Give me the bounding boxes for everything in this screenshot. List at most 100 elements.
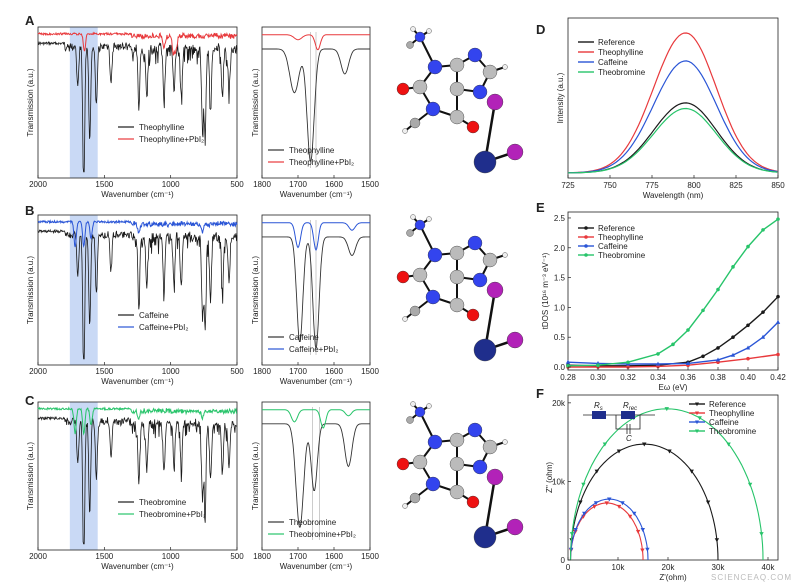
row-c-full-xtick-label: 1500 xyxy=(95,552,113,561)
tdos-point xyxy=(776,294,780,299)
row-b-zoom-series-pure xyxy=(262,236,370,349)
tdos-point xyxy=(776,352,780,357)
nyquist-point xyxy=(714,538,720,543)
row-b-molecule-atom xyxy=(396,270,410,284)
row-a-molecule-atom xyxy=(466,120,480,134)
row-b-molecule-atom xyxy=(449,245,465,261)
pl-frame xyxy=(567,17,779,179)
row-a-molecule-atom xyxy=(506,143,524,161)
row-c-zoom-series-pure xyxy=(262,423,370,528)
row-a-zoom-xtick-label: 1600 xyxy=(325,180,343,189)
tdos-point xyxy=(730,352,736,357)
row-b-molecule-atom xyxy=(402,316,408,322)
circuit-resistor-rs xyxy=(592,411,606,419)
tdos-xtick-label: 0.36 xyxy=(680,373,696,382)
row-b-molecule-atom xyxy=(472,272,488,288)
row-b-full-xtick-label: 1500 xyxy=(95,367,113,376)
tdos-point xyxy=(686,328,690,332)
tdos-legend-label: Caffeine xyxy=(598,242,628,251)
row-c-zoom-series-pbi2 xyxy=(262,409,370,429)
nyquist-point xyxy=(594,469,599,474)
row-a-full-xtick-label: 2000 xyxy=(29,180,47,189)
tdos-point xyxy=(761,310,765,314)
tdos-legend-label: Theophylline xyxy=(598,233,644,242)
row-c-full-legend-label-pbi2: Theobromine+PbI₂ xyxy=(139,510,206,519)
row-b-full-axes-frame xyxy=(37,214,238,366)
row-c-zoom-xlabel: Wavenumber (cm⁻¹) xyxy=(280,562,353,571)
nyquist-legend-marker xyxy=(695,429,699,434)
row-b-molecule-atom xyxy=(412,267,428,283)
tdos-legend-marker xyxy=(584,235,588,239)
row-a-molecule-atom xyxy=(406,41,414,49)
tdos-xtick-label: 0.28 xyxy=(560,373,576,382)
tdos-xtick-label: 0.38 xyxy=(710,373,726,382)
nyquist-point xyxy=(640,548,645,553)
tdos-point xyxy=(716,287,720,292)
nyquist-point xyxy=(593,501,599,506)
nyquist-point xyxy=(604,501,609,506)
row-a-full-series-pbi2 xyxy=(37,31,238,56)
pl-xtick-label: 850 xyxy=(771,181,785,190)
row-b-molecule-atom xyxy=(449,269,465,285)
nyquist-xtick-label: 40k xyxy=(762,563,776,572)
row-b-molecule-atom xyxy=(406,229,414,237)
nyquist-xlabel: Z'(ohm) xyxy=(659,573,687,582)
tdos-point xyxy=(565,359,571,364)
row-b-zoom-legend-label-pbi2: Caffeine+PbI₂ xyxy=(289,345,338,354)
nyquist-ytick-label: 0 xyxy=(561,556,566,565)
row-c-zoom-xtick-label: 1600 xyxy=(325,552,343,561)
row-c-molecule-atom xyxy=(427,434,443,450)
tdos-point xyxy=(701,308,705,313)
nyquist-point xyxy=(607,497,612,502)
pl-ylabel: Intensity (a.u.) xyxy=(556,72,565,123)
row-b-molecule-atom xyxy=(473,338,497,362)
row-c-zoom-xtick-label: 1700 xyxy=(289,552,307,561)
row-a-zoom-legend-label-pure: Theophylline xyxy=(289,146,335,155)
tdos-point xyxy=(715,357,721,362)
row-b-full-legend-label-pure: Caffeine xyxy=(139,311,169,320)
row-a-molecule-atom xyxy=(426,28,432,34)
row-a-full-xtick-label: 1500 xyxy=(95,180,113,189)
row-a-molecule-atom xyxy=(473,150,497,174)
row-c-molecule-atom xyxy=(467,422,483,438)
tdos-legend-marker xyxy=(584,244,588,248)
tdos-xtick-label: 0.34 xyxy=(650,373,666,382)
row-b-molecule-atom xyxy=(414,219,426,231)
row-a-molecule-atom xyxy=(427,59,443,75)
nyquist-circuit-inset: Rs Rrec C xyxy=(583,401,655,443)
row-c-molecule-atom xyxy=(426,403,432,409)
circuit-label-rrec: Rrec xyxy=(623,401,637,412)
row-b-full-ylabel: Transmission (a.u.) xyxy=(26,256,35,325)
row-a-molecule-atom xyxy=(467,47,483,63)
nyquist-ylabel: Z'' (ohm) xyxy=(545,462,554,493)
circuit-label-rs: Rs xyxy=(594,401,603,412)
row-b-full-series-pbi2 xyxy=(37,219,238,248)
row-a-full-series-pure xyxy=(38,40,238,173)
tdos-point xyxy=(716,346,720,350)
nyquist-legend-marker xyxy=(695,411,699,416)
tdos-frame xyxy=(567,211,779,371)
panel-label-b: B xyxy=(25,203,34,218)
row-c-molecule-atom xyxy=(414,406,426,418)
row-a-molecule-atom xyxy=(412,79,428,95)
nyquist-xtick-label: 0 xyxy=(566,563,571,572)
row-a-full-legend-label-pbi2: Theophylline+PbI₂ xyxy=(139,135,204,144)
row-a-zoom-ylabel: Transmission (a.u.) xyxy=(251,68,260,137)
row-c-molecule-atom xyxy=(410,401,416,407)
tdos-xtick-label: 0.30 xyxy=(590,373,606,382)
tdos-point xyxy=(746,244,750,249)
nyquist-point xyxy=(582,511,587,516)
row-c-zoom-legend-label-pure: Theobromine xyxy=(289,518,337,527)
row-b-molecule-model xyxy=(396,214,524,362)
row-b-molecule-atom xyxy=(410,214,416,220)
tdos-point xyxy=(746,356,750,361)
row-c-molecule-atom xyxy=(402,503,408,509)
tdos-ytick-label: 1.5 xyxy=(554,274,566,283)
tdos-point xyxy=(746,323,750,328)
row-a-molecule-atom xyxy=(425,101,441,117)
row-b-full-xtick-label: 1000 xyxy=(162,367,180,376)
nyquist-point xyxy=(697,416,702,421)
nyquist-legend-label: Reference xyxy=(709,400,746,409)
tdos-point xyxy=(745,345,751,350)
nyquist-point xyxy=(645,547,650,552)
